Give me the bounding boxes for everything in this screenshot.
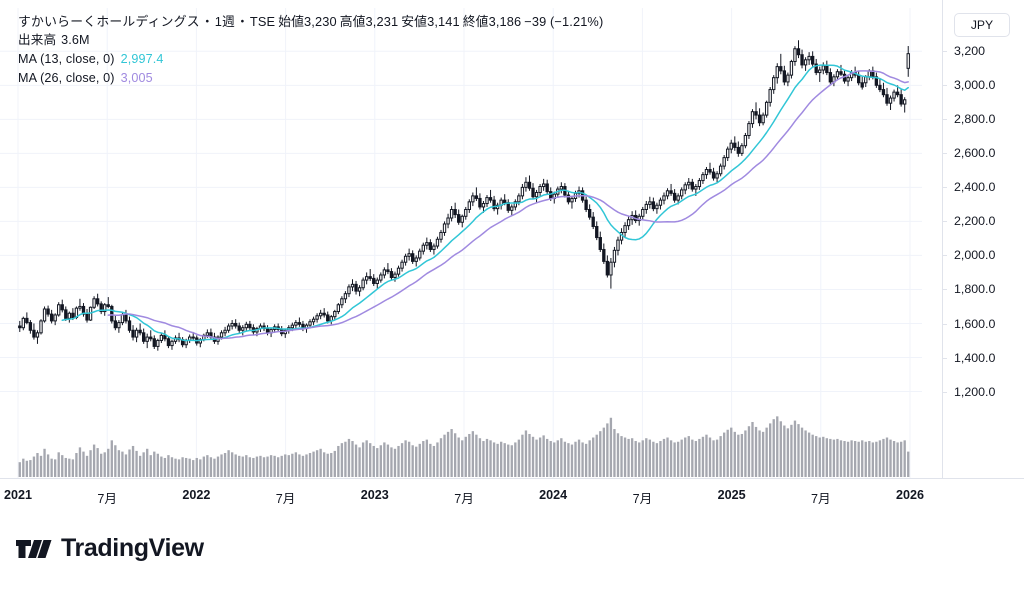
chart-panel[interactable] [0, 0, 1024, 512]
time-tick-label: 7月 [97, 492, 117, 506]
time-tick-label: 2021 [3, 488, 33, 502]
time-tick-label: 7月 [632, 492, 653, 506]
time-tick-label: 7月 [275, 492, 296, 506]
time-tick-label: 7月 [454, 492, 474, 506]
tradingview-wordmark: TradingView [61, 534, 204, 562]
time-tick-label: 2022 [182, 488, 211, 502]
time-tick-label: 2023 [360, 488, 389, 502]
price-chart-canvas[interactable] [0, 0, 1024, 512]
time-tick-label: 2024 [539, 488, 568, 502]
currency-badge[interactable]: JPY [954, 13, 1010, 37]
time-tick-label: 7月 [810, 492, 831, 506]
time-scale[interactable]: 2021 7月 2022 7月 2023 7月 2024 7月 2025 7月 2026 [0, 478, 1024, 513]
time-tick-label: 2026 [895, 488, 925, 502]
tradingview-brand: TradingView [16, 536, 204, 561]
time-tick-label: 2025 [717, 488, 746, 502]
footer: TradingView [0, 512, 1024, 590]
tradingview-logo-icon [16, 539, 52, 558]
